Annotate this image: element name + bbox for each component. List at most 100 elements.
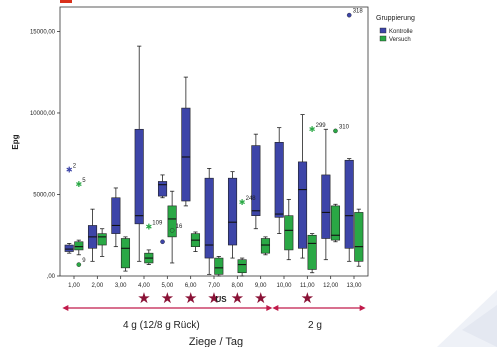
box-versuch-8 <box>237 257 247 277</box>
outlier-label: 318 <box>353 9 364 15</box>
box-body <box>251 145 261 216</box>
y-tick-label: 15000,00 <box>30 29 56 35</box>
significance-star: ★ <box>254 289 267 307</box>
x-tick-label: 5,00 <box>161 283 173 289</box>
box-body <box>181 107 191 202</box>
box-body <box>214 257 224 275</box>
outlier-star: ✱ <box>75 180 82 189</box>
box-versuch-13 <box>354 208 364 267</box>
legend: Gruppierung Kontrolle Versuch <box>376 15 415 43</box>
significance-star: ★ <box>301 289 314 307</box>
box-versuch-9 <box>260 236 271 256</box>
box-versuch-2 <box>97 228 107 257</box>
x-tick-label: 11,00 <box>300 283 315 289</box>
box-versuch-3 <box>120 236 131 272</box>
box-body <box>354 212 364 262</box>
y-tick-label: 5000,00 <box>33 192 55 198</box>
box-body <box>157 181 168 197</box>
box-versuch-10 <box>284 198 294 261</box>
outlier-label: 310 <box>339 124 350 130</box>
arrow-head-left <box>272 305 279 311</box>
x-tick-label: 1,00 <box>68 283 80 289</box>
box-body <box>74 241 84 251</box>
outlier-label: 16 <box>176 224 183 230</box>
box-body <box>134 128 144 225</box>
box-kontrolle-1 <box>64 242 74 254</box>
box-body <box>120 238 131 269</box>
x-tick-label: 2,00 <box>91 283 103 289</box>
y-axis-label: Epg <box>11 134 20 149</box>
box-kontrolle-7 <box>204 167 214 275</box>
box-versuch-4 <box>144 249 154 265</box>
outlier-label: 248 <box>246 196 257 202</box>
legend-swatch-kontrolle <box>379 27 387 34</box>
box-kontrolle-11 <box>297 114 308 259</box>
outlier-star: ✱ <box>239 198 246 207</box>
box-versuch-12 <box>330 203 341 243</box>
x-tick-label: 9,00 <box>255 283 267 289</box>
box-body <box>307 234 317 270</box>
arrow-left <box>62 305 273 311</box>
outlier-star: ✱ <box>66 166 73 175</box>
x-tick-label: 12,00 <box>323 283 339 289</box>
arrow-head-right <box>359 305 366 311</box>
box-kontrolle-9 <box>251 133 261 230</box>
box-versuch-6 <box>190 231 201 252</box>
outlier-circle <box>76 262 82 267</box>
unit-label: US <box>215 295 227 304</box>
outlier-star: ✱ <box>145 223 152 232</box>
box-body <box>97 233 107 246</box>
legend-swatch-versuch <box>379 35 387 42</box>
outlier-circle <box>333 128 338 134</box>
legend-item-versuch: Versuch <box>389 37 411 43</box>
annotations: ★ ★ ★ ★ ★ ★ ★ <box>62 289 366 311</box>
box-body <box>64 244 74 252</box>
box-kontrolle-2 <box>87 208 98 262</box>
x-tick-label: 4,00 <box>138 283 150 289</box>
legend-title: Gruppierung <box>376 15 415 22</box>
box-body <box>260 238 271 254</box>
box-kontrolle-13 <box>344 158 354 262</box>
x-tick-label: 6,00 <box>185 283 197 289</box>
y-tick-label: ,00 <box>47 274 56 280</box>
outlier-circle <box>169 228 175 233</box>
arrow-left-label: 4 g (12/8 g Rück) <box>123 320 200 331</box>
significance-star: ★ <box>137 289 150 307</box>
box-body <box>284 215 294 251</box>
box-body <box>227 177 238 246</box>
significance-star: ★ <box>231 289 244 307</box>
significance-star: ★ <box>207 289 220 307</box>
outlier-label: 2 <box>73 164 77 170</box>
box-kontrolle-6 <box>181 76 191 207</box>
box-versuch-5 <box>167 190 177 264</box>
outlier-star: ✱ <box>309 125 316 134</box>
box-body <box>274 142 284 218</box>
arrow-right <box>272 305 366 311</box>
box-body <box>237 259 247 274</box>
title-accent-bar <box>60 0 72 3</box>
box-body <box>167 205 177 238</box>
x-tick-label: 13,00 <box>346 283 362 289</box>
y-tick-label: 10000,00 <box>30 111 56 117</box>
box-body <box>297 161 308 249</box>
outlier-circle <box>160 239 165 245</box>
box-body <box>204 177 214 259</box>
x-tick-label: 10,00 <box>276 283 292 289</box>
arrow-head-right <box>266 305 273 311</box>
box-versuch-1 <box>74 239 84 256</box>
outlier-label: 299 <box>316 123 327 129</box>
y-axis: ,00 5000,00 10000,00 15000,00 <box>30 29 60 280</box>
box-kontrolle-3 <box>111 187 121 248</box>
box-versuch-11 <box>307 233 317 274</box>
outlier-label: 9 <box>82 258 86 264</box>
legend-item-kontrolle: Kontrolle <box>389 29 413 35</box>
x-axis: 1,00 2,00 3,00 4,00 5,00 6,00 7,00 8,00 9,00 10,0… <box>68 276 362 289</box>
box-kontrolle-10 <box>274 127 284 235</box>
box-body <box>330 205 341 241</box>
box-kontrolle-4 <box>134 45 144 262</box>
arrow-right-label: 2 g <box>308 320 322 331</box>
box-body <box>344 159 354 249</box>
